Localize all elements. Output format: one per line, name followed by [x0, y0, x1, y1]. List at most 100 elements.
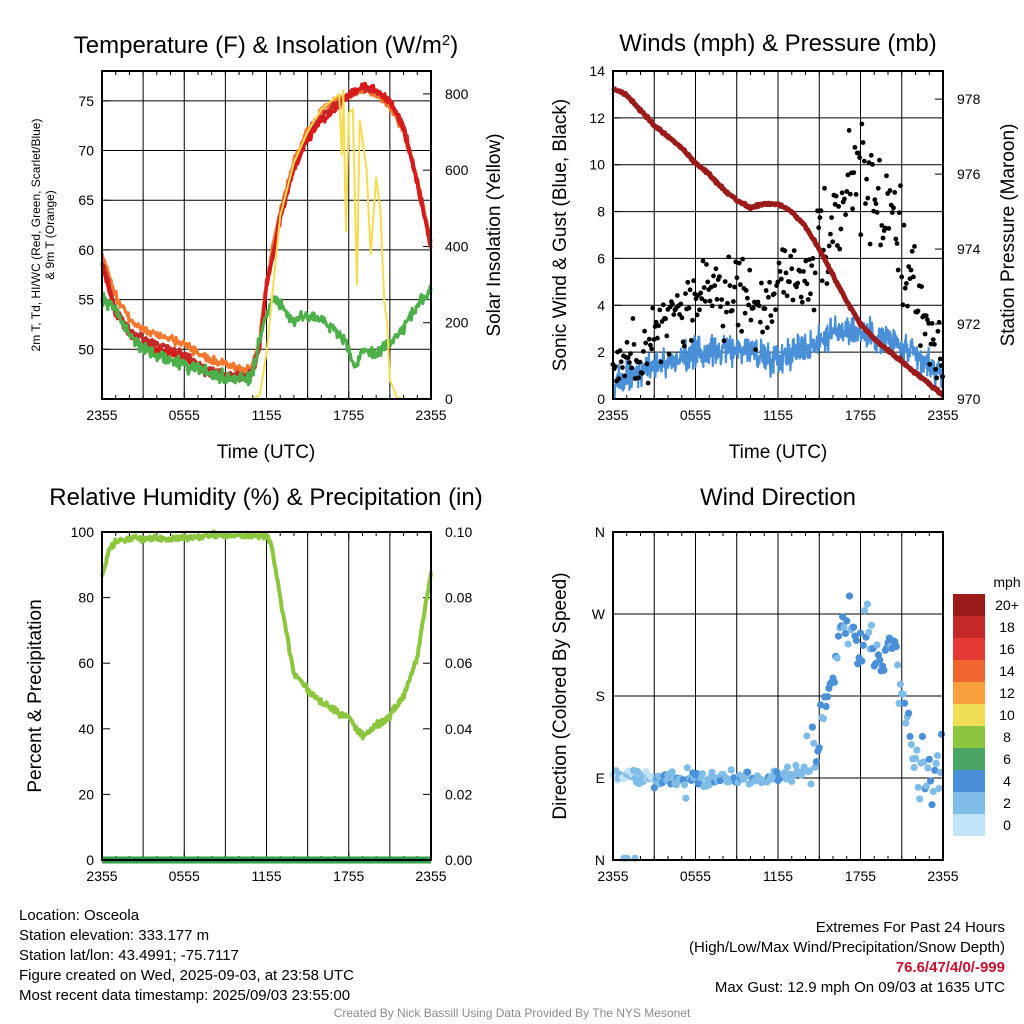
gust-point — [927, 361, 933, 367]
gust-point — [919, 284, 924, 289]
direction-point — [680, 781, 689, 789]
direction-point — [808, 723, 817, 731]
gust-point — [858, 232, 864, 238]
gust-point — [798, 294, 804, 300]
gust-point — [776, 260, 782, 266]
elevation-text: Station elevation: 333.177 m — [19, 927, 210, 944]
temp-ylabel-line2: & 9m T (Orange) — [43, 190, 57, 280]
colorbar-label: 20+ — [995, 597, 1019, 613]
wind-ytick-label: 2 — [597, 344, 605, 360]
gust-point — [803, 258, 809, 264]
gust-point — [889, 210, 895, 215]
gust-point — [868, 152, 874, 158]
gust-point — [755, 299, 761, 305]
direction-point — [925, 755, 933, 763]
gust-point — [691, 278, 696, 284]
direction-point — [895, 699, 903, 708]
wind-ytick-right-label: 970 — [957, 391, 981, 407]
direction-point — [858, 657, 866, 665]
gust-point — [860, 140, 866, 145]
gust-point — [809, 263, 815, 268]
gust-point — [666, 351, 672, 357]
direction-point — [863, 600, 872, 608]
gust-point — [699, 296, 705, 302]
dir-xtick-label: 2355 — [927, 868, 958, 884]
temp-ytick-label: 50 — [78, 341, 94, 357]
gust-point — [808, 291, 813, 297]
direction-point — [708, 768, 716, 776]
gust-point — [836, 204, 841, 209]
gust-point — [835, 243, 840, 248]
gust-point — [683, 291, 688, 296]
gust-point — [642, 328, 647, 334]
gust-point — [687, 287, 693, 293]
gust-point — [663, 316, 668, 322]
temp-series-green — [100, 284, 433, 387]
gust-point — [832, 201, 838, 207]
gust-point — [934, 375, 940, 381]
direction-point — [833, 654, 841, 662]
direction-point — [668, 768, 676, 776]
colorbar-swatch — [953, 704, 985, 726]
gust-point — [864, 176, 869, 182]
direction-point — [935, 784, 943, 793]
temp-ytick-right-label: 200 — [445, 315, 469, 331]
colorbar-swatch — [953, 594, 985, 616]
colorbar-swatch — [953, 770, 985, 792]
temp-border — [101, 70, 432, 400]
temp-ytick-label: 75 — [78, 93, 94, 109]
dir-xtick-label: 1755 — [845, 868, 876, 884]
rh-ytick-label: 100 — [71, 524, 95, 540]
gust-point — [739, 328, 744, 334]
gust-point — [909, 248, 915, 254]
direction-point — [918, 732, 927, 741]
colorbar-label: 0 — [1003, 817, 1011, 833]
wind-ytick-right-label: 974 — [957, 241, 981, 257]
direction-point — [906, 732, 914, 741]
temp-xtick-label: 1155 — [251, 407, 281, 423]
direction-point — [841, 629, 850, 638]
gust-point — [861, 158, 867, 164]
direction-point — [861, 607, 869, 615]
temp-ytick-label: 55 — [78, 292, 94, 308]
direction-point — [910, 763, 918, 772]
direction-point — [811, 763, 819, 771]
direction-point — [810, 739, 818, 747]
wind-border — [612, 70, 944, 400]
gust-point — [670, 301, 675, 307]
gust-point — [677, 312, 682, 317]
gust-point — [762, 306, 768, 311]
rh-border — [101, 531, 432, 861]
gust-point — [738, 282, 743, 288]
gust-point — [929, 321, 935, 326]
direction-point — [844, 640, 852, 648]
rh-ytick-label: 60 — [78, 655, 94, 671]
direction-point — [867, 621, 876, 629]
colorbar-swatch — [953, 638, 985, 660]
gust-point — [747, 267, 753, 273]
gust-point — [935, 328, 941, 334]
direction-point — [938, 730, 946, 738]
colorbar-label: 6 — [1003, 751, 1011, 767]
gust-point — [937, 356, 943, 362]
gust-point — [867, 241, 873, 247]
gust-point — [622, 373, 628, 379]
colorbar-label: 8 — [1003, 729, 1011, 745]
direction-point — [928, 801, 936, 809]
gust-point — [616, 376, 622, 382]
gust-point — [918, 343, 923, 349]
rh-ylabel-left: Percent & Precipitation — [25, 599, 46, 792]
gust-point — [722, 279, 728, 284]
gust-point — [844, 189, 850, 194]
temp-ytick-right-label: 0 — [445, 391, 453, 407]
gust-point — [740, 256, 746, 262]
gust-point — [743, 288, 749, 293]
wind-xtick-label: 1755 — [845, 407, 876, 423]
gust-point — [700, 258, 706, 264]
gust-point — [826, 243, 832, 249]
direction-point — [817, 701, 825, 709]
gust-point — [789, 266, 795, 272]
wind-xtick-label: 2355 — [597, 407, 628, 423]
gust-point — [819, 278, 825, 284]
gust-point — [928, 341, 934, 347]
